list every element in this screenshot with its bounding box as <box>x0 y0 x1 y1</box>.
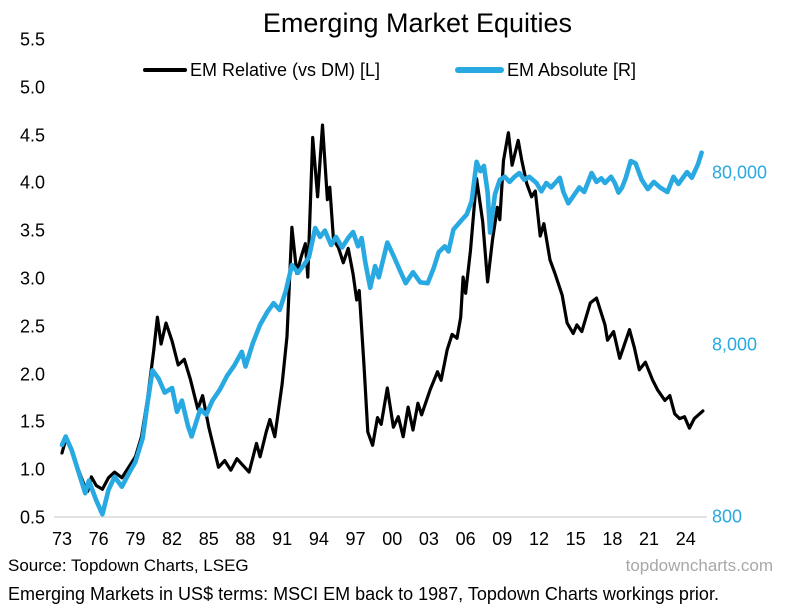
x-axis-tick: 91 <box>272 529 293 549</box>
left-axis-tick: 4.0 <box>19 172 45 193</box>
legend-label-em-relative: EM Relative (vs DM) [L] <box>190 59 381 80</box>
chart-title: Emerging Market Equities <box>262 8 573 38</box>
x-axis-tick: 85 <box>198 529 219 549</box>
x-axis-tick: 12 <box>528 529 549 549</box>
x-axis-tick: 00 <box>382 529 403 549</box>
x-axis-tick: 06 <box>455 529 476 549</box>
em-relative-line-swatch <box>143 68 187 72</box>
legend-item-em-absolute: EM Absolute [R] <box>455 59 636 81</box>
legend: EM Relative (vs DM) [L] EM Absolute [R] <box>0 59 800 81</box>
x-axis-tick: 82 <box>162 529 183 549</box>
x-axis-tick: 73 <box>51 529 73 549</box>
footnote-caption: Emerging Markets in US$ terms: MSCI EM b… <box>8 584 719 604</box>
left-axis-tick: 3.5 <box>19 220 45 241</box>
right-axis-tick: 80,000 <box>712 162 768 183</box>
left-axis-tick: 5.0 <box>19 77 45 98</box>
left-axis-tick: 5.5 <box>19 29 45 50</box>
legend-item-em-relative: EM Relative (vs DM) [L] <box>143 59 380 81</box>
em-absolute-line <box>59 150 704 517</box>
right-axis-tick: 800 <box>712 506 743 527</box>
left-axis-tick: 3.0 <box>19 268 45 289</box>
left-axis-tick: 0.5 <box>19 507 45 528</box>
em-relative-line <box>60 123 705 493</box>
left-axis-tick: 2.5 <box>19 316 45 337</box>
source-note: Source: Topdown Charts, LSEG <box>8 556 249 575</box>
legend-label-em-absolute: EM Absolute [R] <box>507 59 637 80</box>
em-absolute-line-swatch <box>455 67 504 73</box>
left-axis-tick: 4.5 <box>19 125 45 146</box>
left-axis-tick: 1.5 <box>19 411 45 432</box>
x-axis-tick: 15 <box>565 529 586 549</box>
x-axis-tick: 18 <box>602 529 623 549</box>
x-axis-tick: 88 <box>235 529 256 549</box>
x-axis-tick: 94 <box>308 529 329 549</box>
right-axis-tick: 8,000 <box>712 334 758 355</box>
x-axis-tick: 76 <box>88 529 109 549</box>
left-axis-tick: 1.0 <box>19 459 45 480</box>
x-axis-tick: 21 <box>639 529 660 549</box>
left-axis-tick: 2.0 <box>19 364 45 385</box>
watermark: topdowncharts.com <box>625 556 773 575</box>
x-axis-tick: 97 <box>345 529 366 549</box>
x-axis-tick: 24 <box>675 529 696 549</box>
x-axis-tick: 03 <box>418 529 439 549</box>
x-axis-tick: 09 <box>492 529 513 549</box>
x-axis-tick: 79 <box>125 529 146 549</box>
